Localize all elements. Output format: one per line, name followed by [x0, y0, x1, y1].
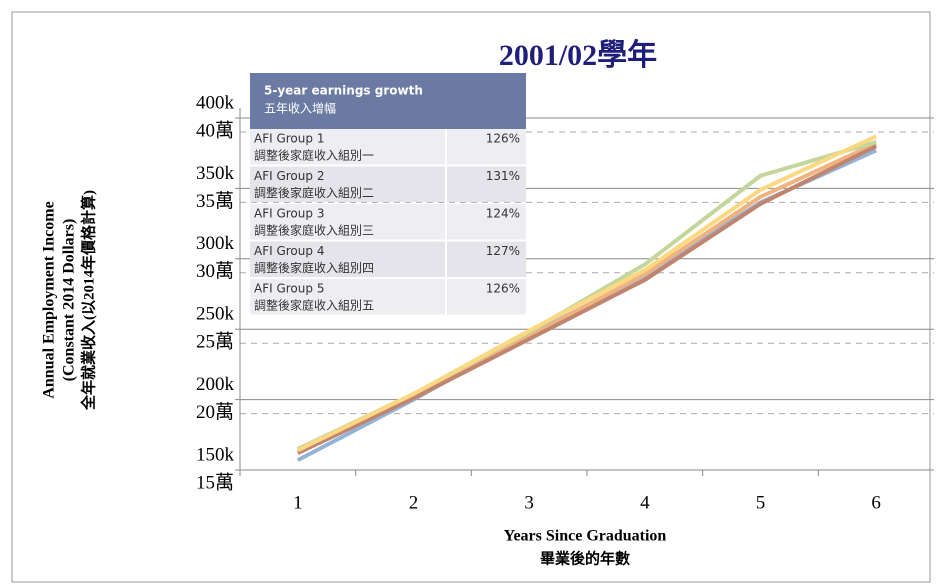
table-row-bg — [250, 241, 526, 277]
y-axis-title: Annual Employment Income (Constant 2014 … — [41, 190, 98, 411]
y-tick-label-cn: 15萬 — [196, 471, 234, 493]
table-cell: 124% — [486, 207, 520, 221]
table-header: 五年收入增幅 — [264, 101, 336, 116]
table-cell: 調整後家庭收入組別一 — [254, 148, 374, 163]
x-tick-label: 6 — [871, 492, 881, 513]
table-cell: 調整後家庭收入組別二 — [254, 185, 374, 200]
y-tick-label: 250k — [196, 304, 235, 325]
x-tick-label: 4 — [640, 492, 650, 513]
y-tick-label-cn: 20萬 — [196, 401, 234, 423]
x-tick-label: 3 — [524, 492, 534, 513]
y-axis-title-line: Annual Employment Income — [41, 201, 58, 398]
table-row-bg — [250, 204, 526, 240]
table-cell: 調整後家庭收入組別三 — [254, 223, 374, 238]
table-cell: AFI Group 2 — [254, 169, 324, 183]
y-tick-label-cn: 30萬 — [196, 260, 234, 282]
y-tick-label-cn: 40萬 — [196, 119, 234, 141]
x-axis-title: 畢業後的年數 — [540, 549, 630, 567]
table-header: 5-year earnings growth — [264, 84, 423, 98]
y-tick-label: 350k — [196, 163, 235, 184]
table-cell: 126% — [486, 282, 520, 296]
table-cell: 調整後家庭收入組別五 — [254, 298, 374, 313]
table-cell: AFI Group 5 — [254, 282, 324, 296]
x-tick-label: 5 — [756, 492, 766, 513]
y-tick-label-cn: 35萬 — [196, 190, 234, 212]
y-axis-title-line: (Constant 2014 Dollars) — [61, 219, 78, 382]
table-cell: AFI Group 3 — [254, 207, 324, 221]
y-tick-label: 300k — [196, 233, 235, 254]
y-tick-label: 400k — [196, 92, 235, 113]
table-cell: AFI Group 4 — [254, 244, 324, 258]
x-tick-label: 1 — [293, 492, 303, 513]
table-row-bg — [250, 279, 526, 315]
table-cell: AFI Group 1 — [254, 132, 324, 146]
y-tick-label-cn: 25萬 — [196, 331, 234, 353]
table-cell: 127% — [486, 244, 520, 258]
table-row-bg — [250, 129, 526, 165]
series-line — [296, 134, 878, 453]
table-row-bg — [250, 166, 526, 202]
y-axis-title-line: 全年就業收入(以2014年價格計算) — [79, 190, 97, 411]
table-header-bg — [250, 73, 526, 129]
table-cell: 131% — [486, 169, 520, 183]
y-tick-label: 200k — [196, 374, 235, 395]
table-cell: 126% — [486, 132, 520, 146]
chart-title: 2001/02學年 — [499, 39, 657, 72]
x-tick-label: 2 — [409, 492, 419, 513]
y-tick-label: 150k — [196, 444, 235, 465]
x-axis-title: Years Since Graduation — [504, 528, 667, 545]
table-cell: 調整後家庭收入組別四 — [254, 260, 374, 275]
series-line — [296, 144, 878, 455]
